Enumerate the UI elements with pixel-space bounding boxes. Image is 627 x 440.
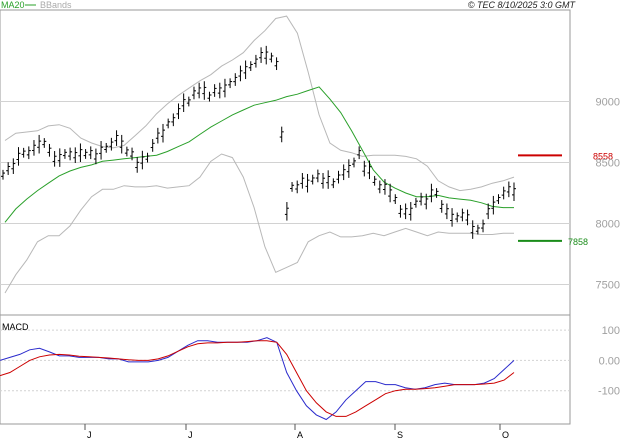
bbands-legend-label: BBands: [40, 0, 72, 10]
ma20-line: [4, 86, 514, 223]
timestamp: © TEC 8/10/2025 3:0 GMT: [468, 0, 577, 10]
macd-label: MACD: [2, 322, 29, 332]
macd-y-tick-label: 100: [602, 325, 620, 337]
macd-y-tick-label: 0.00: [599, 355, 620, 367]
macd-panel: [0, 314, 571, 425]
y-tick-label: 8000: [596, 219, 620, 231]
y-axis-labels: 7500 8000 8500 9000 100 0.00 -100: [596, 97, 620, 398]
y-tick-label: 9000: [596, 97, 620, 109]
ma20-legend-label: MA20: [1, 0, 25, 10]
x-tick-label: J: [188, 430, 193, 440]
price-bars-group: [1, 45, 516, 239]
grid-lines: [0, 101, 570, 392]
macd-y-tick-label: -100: [598, 386, 620, 398]
bband-upper-line: [4, 15, 515, 192]
y-tick-label: 7500: [596, 280, 620, 292]
x-tick-label: O: [502, 430, 509, 440]
bband-lower-line: [4, 153, 514, 294]
support-label: 7858: [568, 237, 588, 247]
x-tick-label: A: [297, 430, 303, 440]
x-tick-label: S: [397, 430, 403, 440]
resistance-label: 8558: [593, 151, 613, 161]
x-tick-label: J: [87, 430, 92, 440]
macd-lines: [0, 337, 515, 421]
bbands-group: [4, 15, 515, 294]
signal-line: [0, 340, 515, 417]
level-markers: 8558 7858: [518, 151, 613, 247]
ma20-group: [4, 86, 514, 223]
y-tick-label: 8500: [596, 158, 620, 170]
